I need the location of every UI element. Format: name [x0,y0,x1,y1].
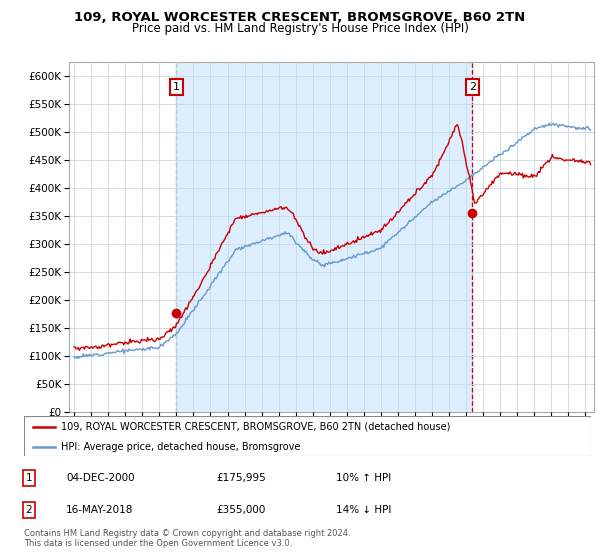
Text: 1: 1 [25,473,32,483]
Text: £175,995: £175,995 [216,473,266,483]
Bar [176,62,472,412]
Text: Price paid vs. HM Land Registry's House Price Index (HPI): Price paid vs. HM Land Registry's House … [131,22,469,35]
Text: 109, ROYAL WORCESTER CRESCENT, BROMSGROVE, B60 2TN: 109, ROYAL WORCESTER CRESCENT, BROMSGROV… [74,11,526,24]
Text: £355,000: £355,000 [216,505,265,515]
Text: 16-MAY-2018: 16-MAY-2018 [66,505,133,515]
FancyBboxPatch shape [24,416,591,456]
Text: 1: 1 [173,82,180,92]
Text: 04-DEC-2000: 04-DEC-2000 [66,473,134,483]
Text: Contains HM Land Registry data © Crown copyright and database right 2024.: Contains HM Land Registry data © Crown c… [24,529,350,538]
Text: 2: 2 [25,505,32,515]
Text: This data is licensed under the Open Government Licence v3.0.: This data is licensed under the Open Gov… [24,539,292,548]
Text: 10% ↑ HPI: 10% ↑ HPI [336,473,391,483]
Text: HPI: Average price, detached house, Bromsgrove: HPI: Average price, detached house, Brom… [61,442,300,452]
Text: 2: 2 [469,82,476,92]
Text: 14% ↓ HPI: 14% ↓ HPI [336,505,391,515]
Text: 109, ROYAL WORCESTER CRESCENT, BROMSGROVE, B60 2TN (detached house): 109, ROYAL WORCESTER CRESCENT, BROMSGROV… [61,422,450,432]
